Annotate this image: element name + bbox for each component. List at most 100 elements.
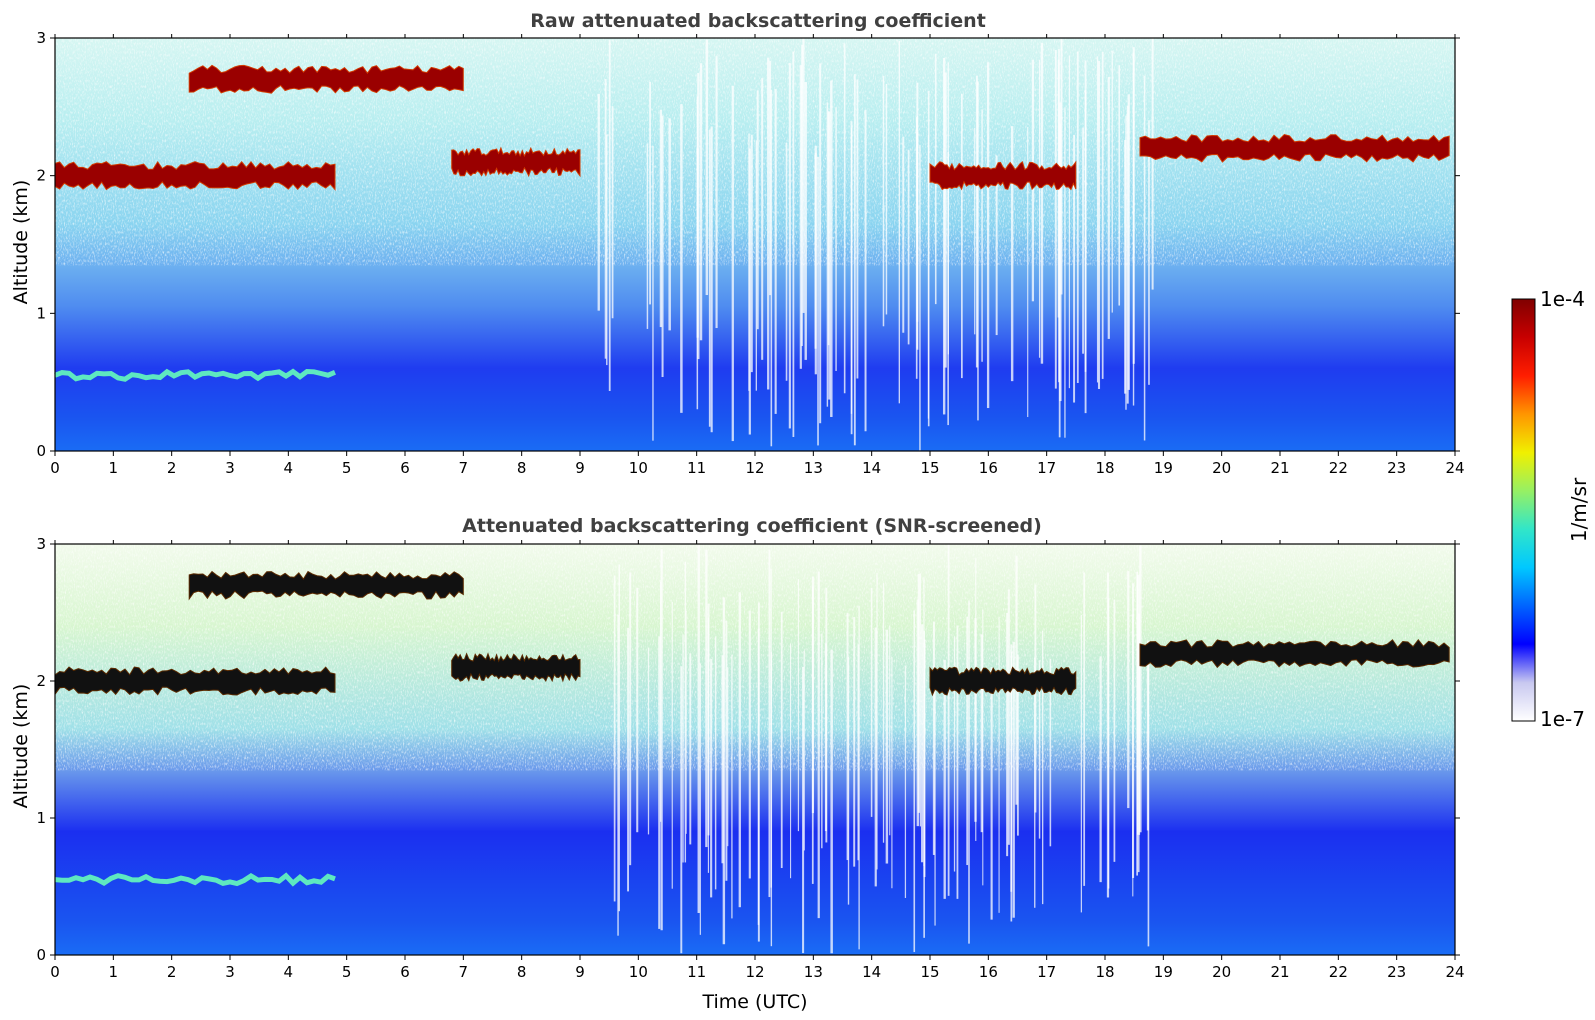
dropout-streak: [857, 644, 859, 861]
dropout-streak: [1148, 120, 1150, 385]
dropout-streak: [597, 93, 600, 311]
cloud-layer: [929, 160, 1077, 191]
dropout-streak: [731, 85, 734, 442]
dropout-streak: [916, 115, 918, 349]
colorbar-min-label: 1e-7: [1540, 707, 1585, 731]
dropout-streak: [975, 558, 977, 841]
dropout-streak: [885, 629, 889, 864]
cloud-layer: [54, 160, 336, 191]
dropout-streak: [699, 663, 701, 935]
dropout-streak: [792, 51, 795, 437]
dropout-streak: [685, 610, 687, 834]
dropout-streak: [850, 121, 853, 435]
x-tick-label: 13: [804, 963, 823, 981]
y-axis-ticks: 0 1 2 3: [36, 535, 1460, 964]
dropout-streak: [1073, 134, 1076, 403]
dropout-streak: [921, 624, 924, 863]
dropout-streak: [819, 63, 822, 424]
dropout-streak: [843, 43, 846, 394]
x-tick-label: 3: [225, 459, 235, 477]
dropout-streak: [1132, 583, 1135, 878]
x-tick-label: 9: [575, 963, 585, 981]
dropout-streak: [684, 561, 687, 863]
dropout-streak: [636, 587, 639, 833]
dropout-streak: [707, 603, 710, 836]
x-axis-label: Time (UTC): [701, 991, 807, 1013]
dropout-streak: [660, 549, 663, 931]
x-tick-label: 19: [1154, 963, 1173, 981]
dropout-streak: [1006, 612, 1009, 857]
dropout-streak: [826, 102, 829, 407]
dropout-streak: [923, 630, 925, 938]
x-tick-label: 0: [50, 459, 60, 477]
dropout-streak: [785, 142, 788, 381]
dropout-streak: [943, 659, 946, 899]
dropout-streak: [830, 649, 833, 954]
dropout-streak: [770, 89, 773, 447]
dropout-streak: [853, 616, 856, 867]
dropout-streak: [981, 109, 983, 362]
dropout-streak: [995, 155, 998, 336]
dropout-streak: [986, 62, 990, 409]
dropout-streak: [661, 115, 664, 378]
dropout-streak: [699, 63, 703, 341]
x-tick-label: 11: [687, 459, 706, 477]
dropout-streak: [705, 39, 709, 296]
dropout-streak: [1118, 65, 1121, 306]
dropout-streak: [846, 612, 849, 861]
dropout-streak: [913, 610, 916, 953]
x-tick-label: 7: [459, 963, 469, 981]
dropout-streak: [1106, 572, 1110, 898]
dropout-streak: [934, 666, 936, 926]
panel-title: Attenuated backscattering coefficient (S…: [462, 515, 1042, 537]
dropout-streak: [738, 592, 741, 908]
dropout-streak: [1136, 575, 1139, 835]
y-axis-ticks: 0 1 2 3: [36, 29, 1460, 460]
cloud-layer: [54, 666, 336, 696]
x-tick-label: 24: [1445, 963, 1464, 981]
dropout-streak: [927, 90, 930, 427]
dropout-streak: [731, 654, 733, 919]
x-tick-label: 10: [629, 459, 648, 477]
dropout-streak: [647, 647, 650, 835]
cloud-layer: [1139, 133, 1450, 163]
dropout-streak: [802, 666, 805, 954]
heatmap-features: [54, 570, 1450, 887]
x-tick-label: 10: [629, 963, 648, 981]
dropout-streak: [1107, 77, 1110, 339]
x-tick-label: 2: [167, 459, 177, 477]
dropout-streak: [968, 600, 970, 944]
dropout-streak: [649, 82, 651, 305]
dropout-streak: [870, 587, 873, 817]
dropout-streak: [780, 612, 783, 869]
colorbar-gradient: [1511, 298, 1536, 722]
dropout-streak: [1113, 599, 1116, 862]
dropout-streak: [658, 636, 661, 929]
dropout-streak: [904, 665, 907, 898]
dropout-streak: [889, 625, 891, 836]
x-tick-label: 20: [1212, 963, 1231, 981]
x-tick-label: 21: [1270, 459, 1289, 477]
x-tick-label: 12: [745, 963, 764, 981]
colorbar-unit-label: 1/m/sr: [1567, 477, 1591, 542]
y-axis-label: Altitude (km): [10, 684, 32, 809]
dropout-streak: [748, 148, 751, 435]
dropout-streak: [682, 634, 684, 863]
dropout-streak: [947, 544, 950, 896]
panel-title: Raw attenuated backscattering coefficien…: [530, 10, 986, 32]
x-tick-label: 18: [1095, 459, 1114, 477]
dropout-streak: [715, 56, 718, 329]
raw-backscatter-panel: Raw attenuated backscattering coefficien…: [10, 10, 1465, 477]
x-tick-label: 21: [1270, 963, 1289, 981]
x-tick-label: 3: [225, 963, 235, 981]
dropout-streak: [671, 601, 673, 889]
heatmap-features: [54, 64, 1450, 382]
x-tick-label: 13: [804, 459, 823, 477]
x-tick-label: 5: [342, 459, 352, 477]
dropout-streak: [1097, 60, 1101, 389]
dropout-streak: [919, 573, 921, 827]
dropout-streak: [680, 104, 683, 413]
dropout-streak: [821, 633, 823, 849]
y-tick-label: 1: [36, 809, 46, 827]
dropout-streak: [1027, 126, 1029, 418]
